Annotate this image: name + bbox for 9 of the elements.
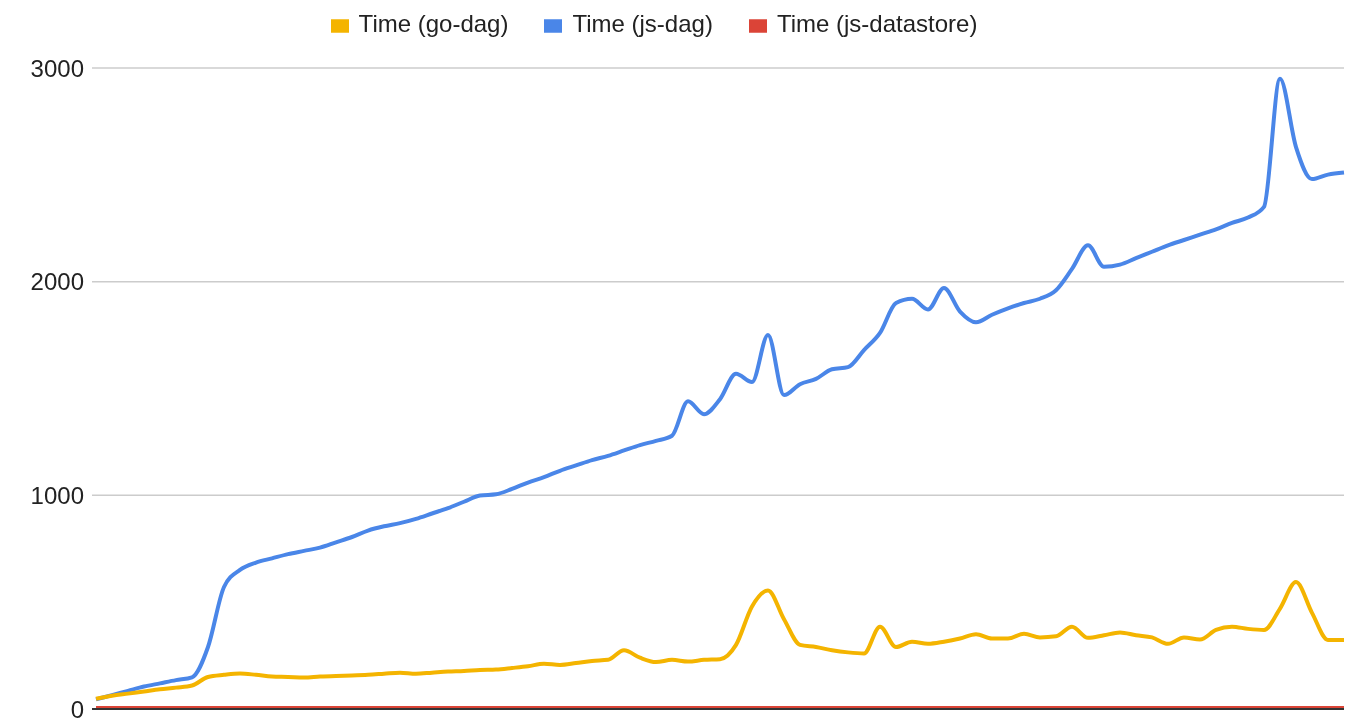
- line-series: [94, 580, 1346, 701]
- legend-label: Time (go-dag): [358, 10, 509, 37]
- y-tick-label: 0: [70, 695, 84, 719]
- line-series: [94, 76, 1346, 702]
- y-tick-label: 2000: [30, 268, 84, 296]
- legend-label: Time (js-datastore): [776, 10, 978, 37]
- y-tick-label: 3000: [30, 54, 84, 82]
- legend-label: Time (js-dag): [572, 10, 713, 37]
- y-tick-label: 1000: [30, 481, 84, 509]
